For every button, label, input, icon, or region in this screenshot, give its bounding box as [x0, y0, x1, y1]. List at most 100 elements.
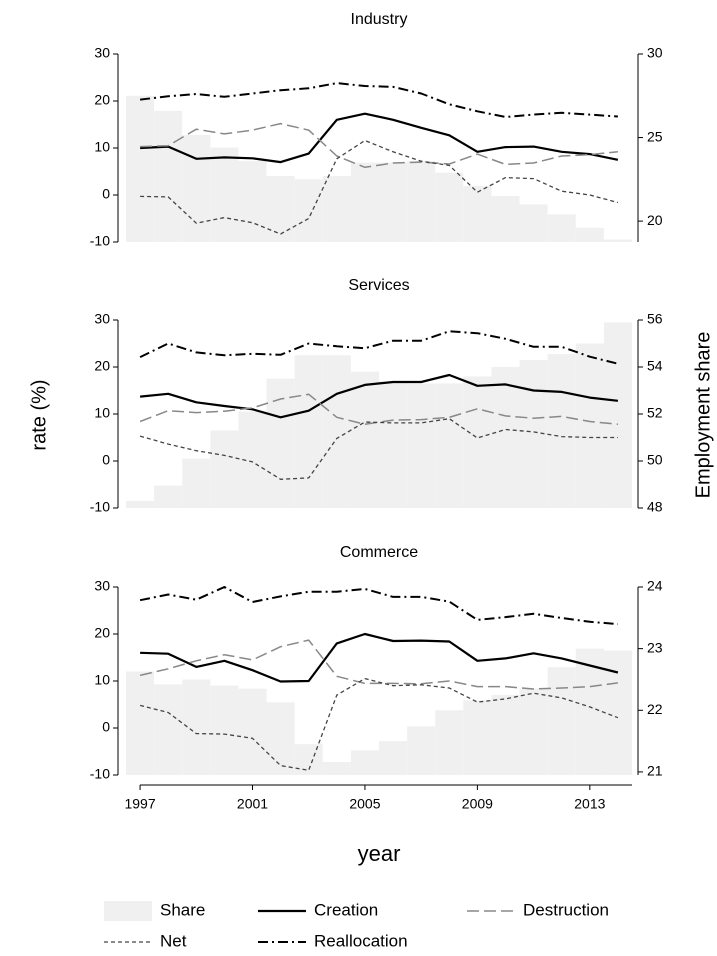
share-bar [379, 381, 408, 508]
x-tick-label: 2005 [349, 796, 380, 812]
share-bar [435, 710, 464, 775]
share-bar [519, 204, 548, 242]
share-bar [463, 376, 492, 508]
y-tick-label: 30 [94, 578, 110, 594]
share-bar [463, 186, 492, 242]
share-bar [547, 214, 576, 242]
share-bar [210, 430, 239, 508]
y2-tick-label: 56 [647, 311, 663, 327]
share-bar [266, 702, 295, 775]
y-tick-label: -10 [90, 766, 110, 782]
share-bar [154, 684, 183, 775]
share-bar [126, 500, 155, 508]
series-line [140, 122, 618, 169]
panel-title: Industry [351, 11, 408, 28]
y2-tick-label: 23 [647, 639, 663, 655]
share-bar [491, 694, 520, 775]
y-tick-label: -10 [90, 233, 110, 249]
y2-tick-label: 20 [647, 212, 663, 228]
share-bar [266, 175, 295, 242]
share-bar [126, 671, 155, 775]
y-tick-label: 10 [94, 405, 110, 421]
share-bar [547, 354, 576, 508]
share-bar [266, 378, 295, 508]
share-bar [154, 485, 183, 508]
share-bar [238, 160, 267, 242]
share-bar [182, 679, 211, 775]
share-bar [435, 383, 464, 508]
share-bar [322, 175, 351, 242]
legend-label: Net [160, 931, 187, 950]
series-line [139, 677, 619, 771]
series-line [139, 330, 619, 365]
y2-tick-label: 24 [647, 578, 663, 594]
share-bar [294, 355, 323, 508]
share-bar [603, 322, 632, 508]
share-bar [407, 726, 436, 775]
series-line [139, 373, 619, 419]
x-tick-label: 2013 [574, 796, 605, 812]
share-bar [294, 744, 323, 775]
y2-tick-label: 50 [647, 452, 663, 468]
share-bar [350, 750, 379, 775]
share-bar [407, 383, 436, 508]
share-bar [294, 179, 323, 242]
share-bar [182, 135, 211, 242]
share-bar [350, 162, 379, 242]
share-bar [238, 688, 267, 775]
x-tick-label: 2001 [237, 796, 268, 812]
share-bar [154, 110, 183, 242]
x-tick-label: 1997 [124, 796, 155, 812]
y-tick-label: 0 [102, 186, 110, 202]
series-line [139, 639, 618, 690]
legend-label: Share [160, 900, 205, 919]
share-bar [182, 458, 211, 508]
y-tick-label: 20 [94, 625, 110, 641]
share-bar [210, 685, 239, 775]
share-bar [210, 147, 239, 242]
y2-tick-label: 22 [647, 701, 663, 717]
series-line [140, 139, 619, 235]
y2-tick-label: 54 [647, 358, 663, 374]
series-line [139, 393, 618, 426]
y-axis-label: rate (%) [28, 379, 50, 450]
y2-tick-label: 21 [647, 763, 663, 779]
y2-tick-label: 25 [647, 128, 663, 144]
share-bar [603, 239, 632, 242]
legend-label: Destruction [523, 900, 609, 919]
share-bar [519, 688, 548, 775]
y-tick-label: 0 [102, 452, 110, 468]
series-line [139, 82, 618, 118]
share-bar [379, 741, 408, 775]
y-tick-label: 10 [94, 672, 110, 688]
y-tick-label: 0 [102, 719, 110, 735]
share-bar [575, 227, 604, 242]
share-bar [435, 172, 464, 242]
share-bar [407, 160, 436, 242]
share-bar [575, 343, 604, 508]
y-tick-label: 30 [94, 311, 110, 327]
series-line [140, 112, 619, 164]
y2-tick-label: 30 [647, 45, 663, 61]
panel-title: Services [348, 277, 409, 294]
y-tick-label: 20 [94, 358, 110, 374]
y-tick-label: 20 [94, 92, 110, 108]
legend-swatch [104, 901, 152, 921]
share-bar [463, 700, 492, 775]
share-bar [491, 367, 520, 508]
legend-label: Creation [314, 900, 378, 919]
x-axis-label: year [358, 841, 401, 866]
share-bar [575, 648, 604, 775]
y2-tick-label: 48 [647, 499, 663, 515]
share-bar [379, 162, 408, 242]
legend-label: Reallocation [314, 931, 408, 950]
panel-title: Commerce [340, 544, 418, 561]
y-tick-label: 30 [94, 45, 110, 61]
share-bar [547, 667, 576, 775]
y-tick-label: -10 [90, 499, 110, 515]
series-line [139, 586, 618, 626]
share-bar [491, 196, 520, 242]
share-bar [350, 371, 379, 508]
share-bar [322, 355, 351, 508]
